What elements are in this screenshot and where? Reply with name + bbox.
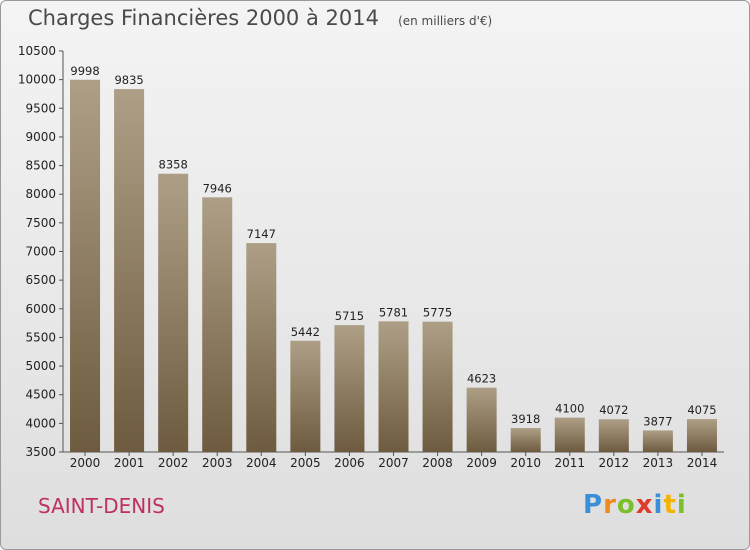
chart-title: Charges Financières 2000 à 2014 [28,6,379,30]
bar-value-label: 4100 [555,402,584,416]
chart-subtitle: (en milliers d'€) [398,14,493,28]
bar [642,430,673,452]
bar [686,419,717,452]
y-tick-label: 3500 [25,445,56,459]
bar [598,419,629,452]
bar-value-label: 7147 [247,227,276,241]
x-tick-label: 2000 [70,456,101,470]
brand-letter: o [616,490,636,520]
y-tick-label: 7500 [25,216,56,230]
bar-value-label: 9835 [114,73,143,87]
bar-value-label: 5775 [423,306,452,320]
y-tick-label: 9000 [25,130,56,144]
bar [114,89,145,452]
y-tick-label: 5500 [25,330,56,344]
x-tick-label: 2007 [378,456,409,470]
x-tick-label: 2004 [246,456,277,470]
bar [510,428,541,452]
y-tick-label: 10000 [18,73,56,87]
y-tick-label: 4500 [25,388,56,402]
brand-letter: i [653,490,664,520]
brand-logo: Proxiti [583,490,687,520]
bar [378,321,409,452]
bar [334,325,365,452]
brand-letter: P [583,490,604,520]
bar-value-label: 5781 [379,305,408,319]
y-tick-label: 10500 [18,44,56,58]
bar-value-label: 5715 [335,309,364,323]
bar [70,79,101,452]
x-tick-label: 2013 [643,456,674,470]
bar-value-label: 3877 [643,414,672,428]
y-tick-label: 4000 [25,416,56,430]
brand-letter: t [663,490,677,520]
bar [158,173,189,452]
y-tick-label: 7000 [25,245,56,259]
bar-value-label: 8358 [159,158,188,172]
bar [202,197,233,452]
bar-value-label: 4623 [467,372,496,386]
place-name: SAINT-DENIS [38,494,165,518]
bar-value-label: 5442 [291,325,320,339]
y-tick-label: 6000 [25,302,56,316]
bar-value-label: 4072 [599,403,628,417]
y-tick-label: 8000 [25,187,56,201]
bar [246,243,277,452]
x-tick-label: 2012 [599,456,630,470]
bar-value-label: 7946 [203,181,232,195]
bar [422,321,453,452]
x-tick-label: 2014 [687,456,718,470]
bar [466,387,497,452]
x-tick-label: 2006 [334,456,365,470]
bar-value-label: 3918 [511,412,540,426]
title-row: Charges Financières 2000 à 2014 (en mill… [28,6,492,30]
x-tick-label: 2003 [202,456,233,470]
y-tick-label: 5000 [25,359,56,373]
bar-value-label: 4075 [687,403,716,417]
y-tick-label: 6500 [25,273,56,287]
x-tick-label: 2002 [158,456,189,470]
bar [290,340,321,452]
y-tick-label: 9500 [25,101,56,115]
x-tick-label: 2001 [114,456,145,470]
brand-letter: x [635,490,654,520]
bar-value-label: 9998 [70,64,99,78]
x-tick-label: 2010 [510,456,541,470]
y-tick-label: 8500 [25,159,56,173]
x-tick-label: 2005 [290,456,321,470]
x-tick-label: 2009 [466,456,497,470]
x-tick-label: 2008 [422,456,453,470]
brand-letter: r [603,490,617,520]
brand-letter: i [676,490,687,520]
bar [554,417,585,452]
x-tick-label: 2011 [554,456,585,470]
